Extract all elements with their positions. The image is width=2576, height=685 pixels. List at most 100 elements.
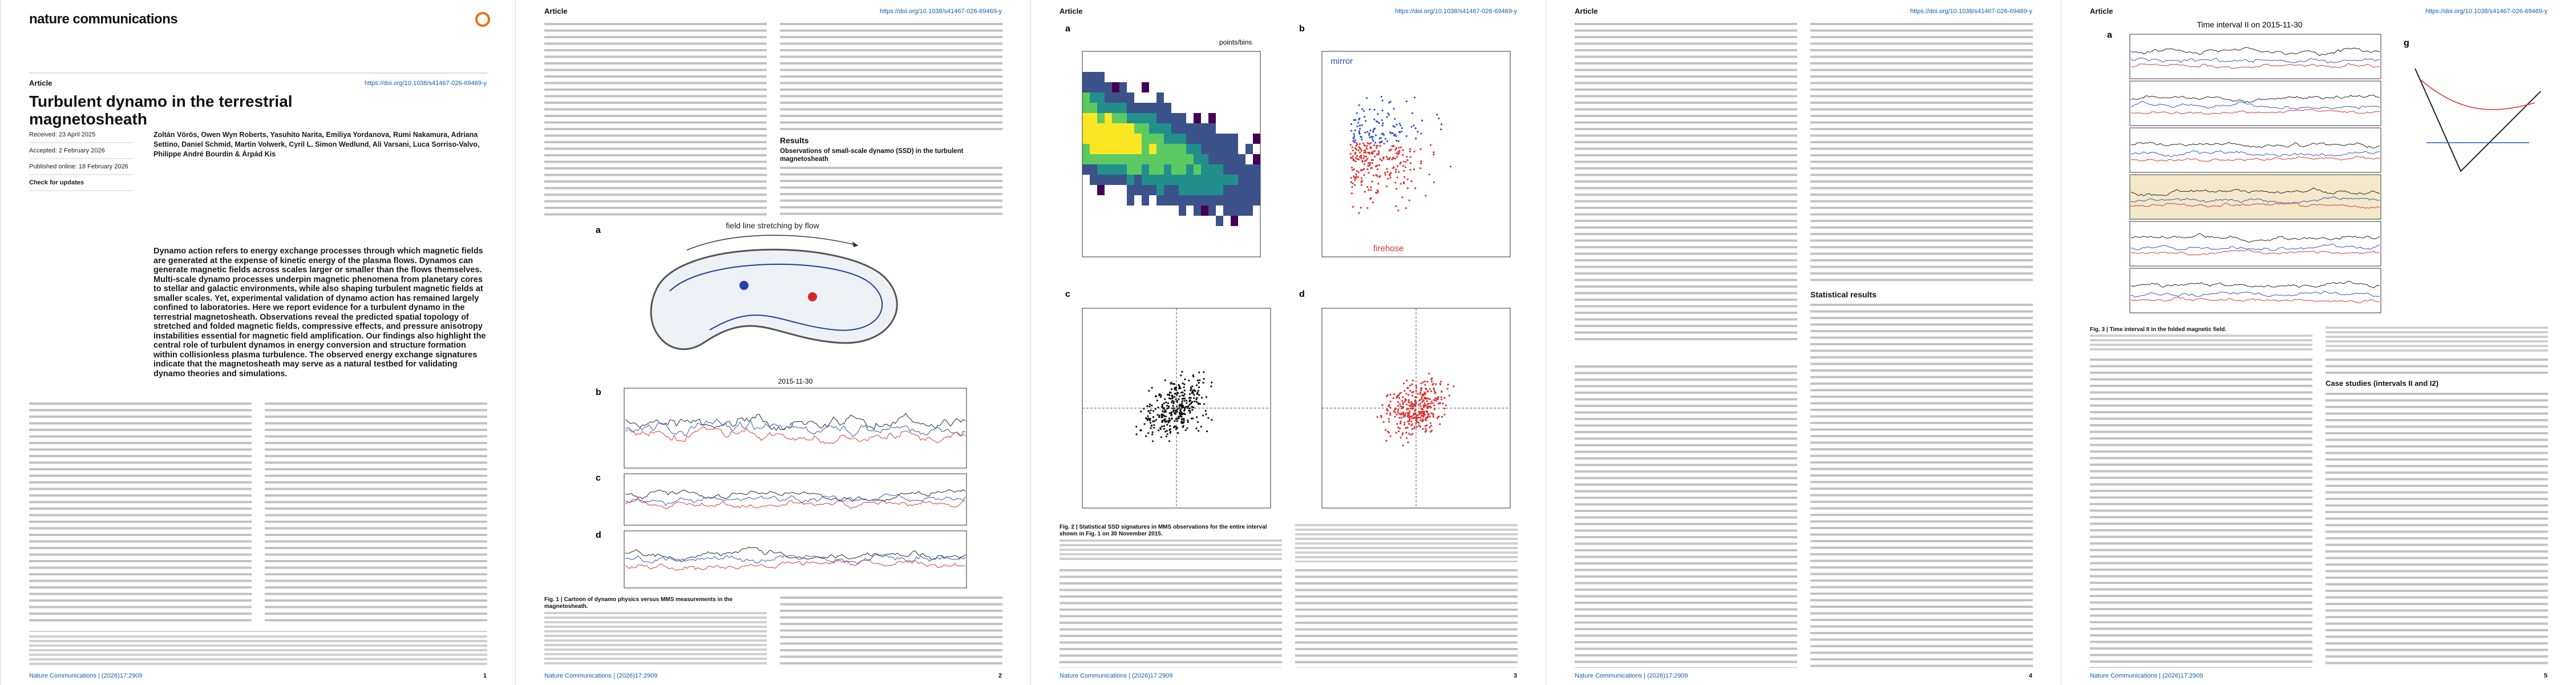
- heatmap-cell: [1179, 206, 1186, 216]
- scatter-dot: [1158, 414, 1160, 417]
- scatter-dot: [1392, 156, 1394, 159]
- abstract: Dynamo action refers to energy exchange …: [153, 247, 486, 378]
- plot-curve: [625, 546, 966, 562]
- heatmap-cell: [1194, 123, 1201, 134]
- scatter-dot: [1420, 405, 1422, 408]
- scatter-dot: [1205, 396, 1207, 398]
- scatter-dot: [1363, 163, 1365, 166]
- scatter-dot: [1424, 425, 1426, 428]
- scatter-dot: [1185, 405, 1187, 408]
- scatter-dot: [1411, 415, 1413, 417]
- scatter-dot: [1371, 138, 1374, 140]
- scatter-dot: [1187, 421, 1189, 424]
- scatter-dot: [1195, 427, 1198, 429]
- scatter-dot: [1178, 406, 1180, 409]
- scatter-dot: [1176, 420, 1178, 422]
- heatmap-cell: [1134, 134, 1142, 144]
- scatter-dot: [1151, 431, 1154, 433]
- scatter-dot: [1182, 382, 1184, 385]
- scatter-dot: [1190, 402, 1192, 405]
- scatter-dot: [1182, 413, 1184, 416]
- scatter-dot: [1170, 414, 1172, 417]
- heatmap-cell: [1127, 92, 1134, 103]
- scatter-dot: [1149, 420, 1151, 422]
- scatter-dot: [1188, 407, 1191, 410]
- heatmap-cell: [1082, 72, 1090, 82]
- scatter-dot: [1171, 400, 1174, 402]
- scatter-dot: [1191, 391, 1194, 393]
- scatter-dot: [1352, 159, 1354, 162]
- scatter-dot: [1432, 413, 1434, 415]
- scatter-dot: [1433, 399, 1435, 401]
- article-date: Check for updates: [29, 179, 84, 186]
- scatter-dot: [1394, 168, 1397, 171]
- heatmap-cell: [1134, 113, 1142, 123]
- scatter-dot: [1184, 429, 1187, 432]
- scatter-dot: [1398, 147, 1400, 149]
- scatter-dot: [1363, 151, 1365, 154]
- scatter-dot: [1372, 159, 1374, 162]
- scatter-dot: [1398, 394, 1400, 397]
- heatmap-cell: [1171, 123, 1179, 134]
- scatter-dot: [1372, 174, 1375, 176]
- heatmap-cell: [1238, 175, 1245, 185]
- heatmap-cell: [1082, 123, 1090, 134]
- heatmap-cell: [1134, 103, 1142, 113]
- scatter-dot: [1377, 113, 1379, 115]
- heatmap-cell: [1201, 164, 1208, 175]
- scatter-dot: [1382, 156, 1385, 159]
- scatter-dot: [1199, 402, 1201, 405]
- panel-label: a: [596, 225, 601, 235]
- heatmap-cell: [1164, 144, 1171, 154]
- open-access-icon: [475, 12, 490, 27]
- heatmap-cell: [1245, 144, 1253, 154]
- scatter-dot: [1349, 144, 1352, 146]
- scatter-dot: [1206, 430, 1208, 433]
- heatmap-cell: [1149, 164, 1156, 175]
- scatter-dot: [1368, 143, 1370, 145]
- scatter-dot: [1166, 433, 1168, 436]
- scatter-dot: [1172, 401, 1175, 403]
- page-art: Time interval II on 2015-11-30 a g: [2107, 20, 2541, 313]
- heatmap-cell: [1231, 216, 1238, 226]
- scatter-dot: [1400, 412, 1402, 414]
- scatter-dot: [1402, 164, 1404, 167]
- scatter-dot: [1396, 423, 1398, 425]
- subsection-heading: Observations of small-scale dynamo (SSD)…: [780, 148, 964, 163]
- scatter-dot: [1174, 392, 1176, 395]
- scatter-dot: [1354, 157, 1357, 159]
- scatter-dot: [1179, 413, 1181, 416]
- figure-caption: Fig. 1 | Cartoon of dynamo physics versu…: [544, 597, 733, 610]
- scatter-dot: [1410, 424, 1413, 426]
- scatter-dot: [1194, 400, 1196, 402]
- scatter-dot: [1420, 398, 1422, 400]
- scatter-dot: [1147, 410, 1150, 412]
- plot-curve: [2130, 58, 2380, 64]
- scatter-dot: [1394, 118, 1396, 120]
- heatmap-cell: [1112, 82, 1119, 92]
- scatter-dot: [1191, 409, 1194, 411]
- scatter-dot: [1349, 152, 1352, 155]
- heatmap-cell: [1105, 175, 1112, 185]
- heatmap-cell: [1223, 175, 1231, 185]
- journal-name: nature communications: [29, 11, 178, 27]
- heatmap-cell: [1090, 82, 1097, 92]
- scatter-dot: [1360, 207, 1362, 209]
- scatter-dot: [1413, 96, 1416, 99]
- scatter-dot: [1393, 410, 1395, 413]
- scatter-dot: [1401, 434, 1404, 436]
- heatmap-cell: [1231, 164, 1238, 175]
- heatmap-cell: [1105, 113, 1112, 123]
- scatter-dot: [1370, 189, 1372, 191]
- scatter-dot: [1357, 122, 1360, 124]
- scatter-dot: [1389, 156, 1391, 159]
- heatmap-cell: [1156, 113, 1164, 123]
- scatter-dot: [1388, 158, 1390, 160]
- scatter-dot: [1166, 430, 1168, 432]
- scatter-dot: [1176, 394, 1178, 396]
- scatter-dot: [1358, 124, 1361, 127]
- scatter-dot: [1357, 176, 1360, 179]
- scatter-dot: [1418, 411, 1420, 413]
- scatter-dot: [1367, 151, 1369, 154]
- scatter-dot: [1404, 166, 1406, 168]
